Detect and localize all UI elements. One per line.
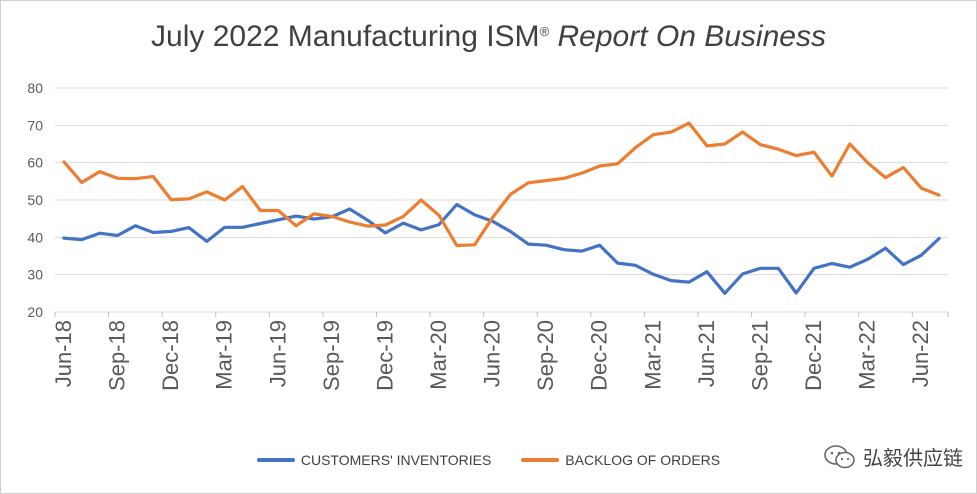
y-tick-label: 50 xyxy=(27,192,43,208)
x-tick-label: Mar-22 xyxy=(855,320,880,390)
x-tick-label: Sep-20 xyxy=(533,320,558,391)
x-tick-label: Jun-21 xyxy=(694,320,719,387)
watermark: 弘毅供应链 xyxy=(823,442,963,471)
y-tick-label: 70 xyxy=(27,117,43,133)
x-tick-label: Dec-19 xyxy=(372,320,397,391)
legend-label-customers: CUSTOMERS' INVENTORIES xyxy=(300,452,492,468)
x-tick-label: Dec-18 xyxy=(158,320,183,391)
legend-swatch-backlog xyxy=(521,458,560,462)
x-tick-label: Jun-20 xyxy=(480,320,505,387)
legend-item-backlog: BACKLOG OF ORDERS xyxy=(521,452,720,468)
x-tick-label: Dec-20 xyxy=(587,320,612,391)
backlog-of-orders-line xyxy=(62,121,941,248)
x-tick-label: Jun-19 xyxy=(265,320,290,387)
legend-item-customers: CUSTOMERS' INVENTORIES xyxy=(256,452,492,468)
y-tick-label: 40 xyxy=(27,229,43,245)
legend-swatch-customers xyxy=(256,458,295,462)
x-tick-label: Mar-19 xyxy=(212,320,237,390)
wechat-icon xyxy=(824,444,855,468)
y-tick-label: 20 xyxy=(27,304,43,320)
x-tick-label: Sep-19 xyxy=(319,320,344,391)
title-italic: Report On Business xyxy=(557,20,826,53)
customers-inventories-line xyxy=(62,202,941,295)
y-tick-label: 80 xyxy=(27,80,43,96)
watermark-text: 弘毅供应链 xyxy=(863,448,963,470)
legend-label-backlog: BACKLOG OF ORDERS xyxy=(565,452,721,468)
x-tick-label: Mar-20 xyxy=(426,320,451,390)
x-tick-label: Mar-21 xyxy=(640,320,665,390)
title-main: July 2022 Manufacturing ISM xyxy=(151,20,540,53)
x-tick-label: Sep-18 xyxy=(105,320,130,391)
legend: CUSTOMERS' INVENTORIES BACKLOG OF ORDERS xyxy=(0,452,977,468)
y-tick-label: 30 xyxy=(27,267,43,283)
x-tick-label: Jun-18 xyxy=(51,320,76,387)
x-tick-label: Jun-22 xyxy=(908,320,933,387)
x-tick-label: Sep-21 xyxy=(747,320,772,391)
y-tick-label: 60 xyxy=(27,155,43,171)
registered-mark: ® xyxy=(539,24,550,39)
chart-title: July 2022 Manufacturing ISM® Report On B… xyxy=(0,20,977,54)
x-tick-label: Dec-21 xyxy=(801,320,826,391)
